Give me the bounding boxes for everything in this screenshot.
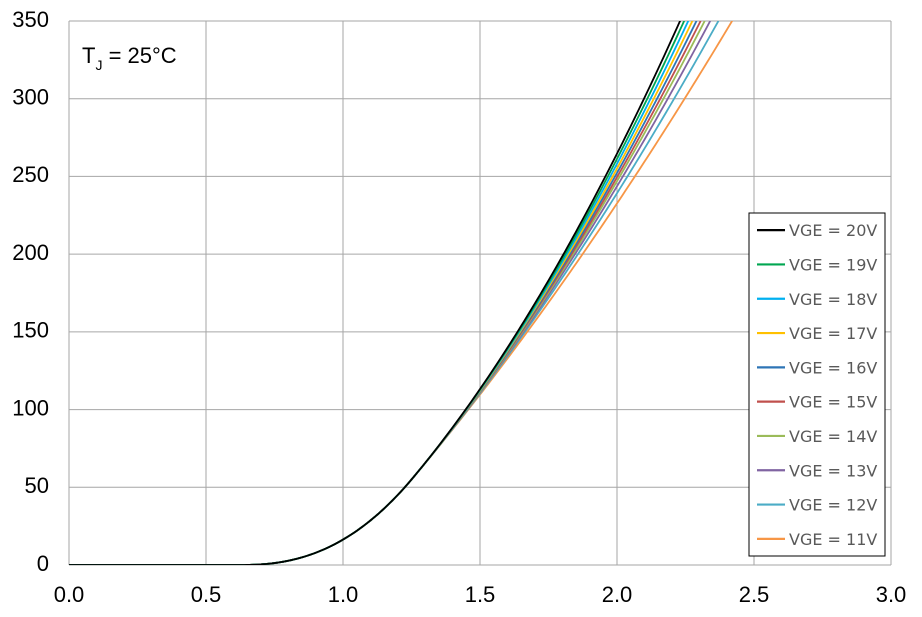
temperature-annotation: TJ = 25°C xyxy=(82,43,177,73)
y-tick-label: 150 xyxy=(12,318,49,343)
x-axis-ticks: 0.0 0.5 1.0 1.5 2.0 2.5 3.0 xyxy=(54,582,907,607)
y-tick-label: 100 xyxy=(12,395,49,420)
y-tick-label: 350 xyxy=(12,7,49,32)
y-tick-label: 250 xyxy=(12,162,49,187)
legend-box xyxy=(748,212,886,557)
legend-label: VGE = 14V xyxy=(789,427,877,446)
x-tick-label: 2.0 xyxy=(602,582,633,607)
y-tick-label: 200 xyxy=(12,240,49,265)
x-tick-label: 1.5 xyxy=(465,582,496,607)
legend-label: VGE = 11V xyxy=(789,530,877,549)
y-axis-ticks: 0 50 100 150 200 250 300 350 xyxy=(12,7,49,576)
x-tick-label: 1.0 xyxy=(328,582,359,607)
legend-label: VGE = 17V xyxy=(789,324,877,343)
annotation-main: T xyxy=(82,43,95,68)
y-tick-label: 300 xyxy=(12,85,49,110)
legend-label: VGE = 13V xyxy=(789,461,877,480)
legend-label: VGE = 15V xyxy=(789,393,877,412)
series-lines xyxy=(69,21,734,565)
legend-label: VGE = 12V xyxy=(789,496,877,515)
x-tick-label: 0.0 xyxy=(54,582,85,607)
x-tick-label: 3.0 xyxy=(876,582,907,607)
y-tick-label: 0 xyxy=(37,551,49,576)
x-tick-label: 2.5 xyxy=(739,582,770,607)
legend-label: VGE = 18V xyxy=(789,290,877,309)
series-line-20v xyxy=(69,21,682,565)
legend-label: VGE = 20V xyxy=(789,221,877,240)
y-tick-label: 50 xyxy=(25,473,49,498)
x-tick-label: 0.5 xyxy=(191,582,222,607)
legend-label: VGE = 19V xyxy=(789,255,877,274)
annotation-subscript: J xyxy=(95,57,102,73)
legend-label: VGE = 16V xyxy=(789,358,877,377)
annotation-rest: = 25°C xyxy=(102,43,176,68)
legend: VGE = 20V VGE = 19V VGE = 18V VGE = 17V VGE … xyxy=(748,212,886,557)
